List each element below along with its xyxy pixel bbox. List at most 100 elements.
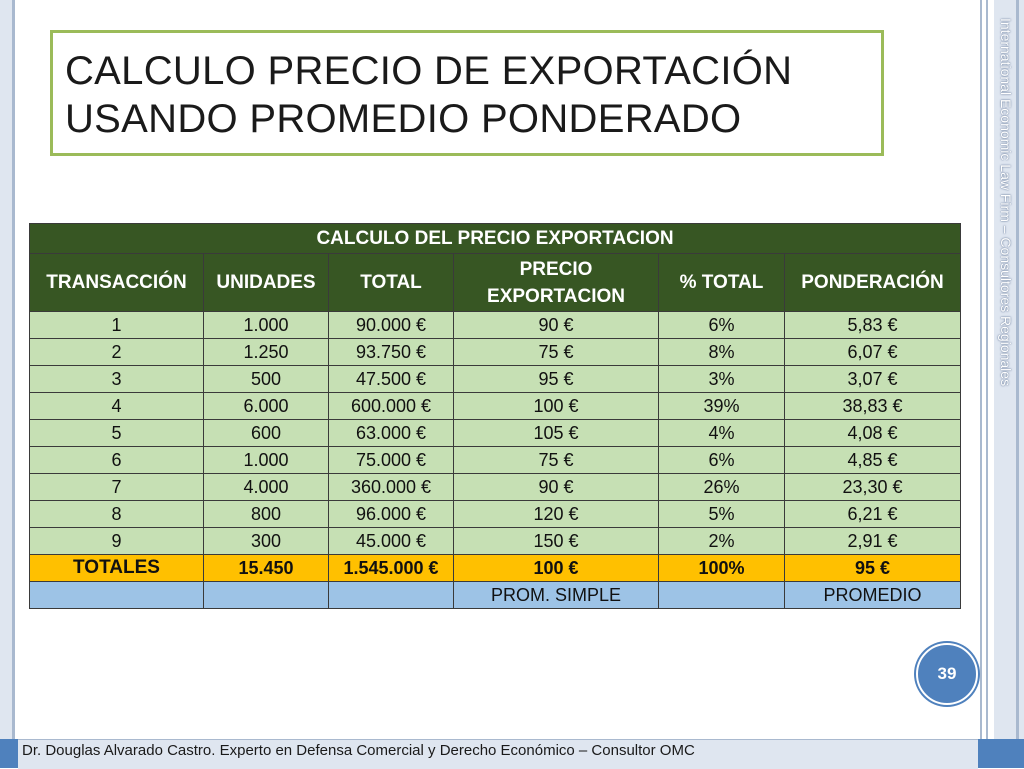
cell-precio: 95 € bbox=[453, 365, 659, 393]
cell-transaccion: 2 bbox=[29, 338, 204, 366]
left-decorative-rail bbox=[0, 0, 12, 768]
cell-unidades: 500 bbox=[203, 365, 329, 393]
cell-transaccion: 5 bbox=[29, 419, 204, 447]
cell-transaccion: 9 bbox=[29, 527, 204, 555]
col-header-transaccion: TRANSACCIÓN bbox=[29, 253, 204, 312]
totals-label: TOTALES bbox=[29, 554, 204, 582]
cell-precio: 75 € bbox=[453, 446, 659, 474]
cell-pct-total: 39% bbox=[658, 392, 785, 420]
promedio-label: PROMEDIO bbox=[783, 581, 962, 609]
totals-row: TOTALES 15.450 1.545.000 € 100 € 100% 95… bbox=[29, 554, 962, 582]
average-labels-row: PROM. SIMPLE PROMEDIO bbox=[29, 581, 962, 609]
cell-unidades: 1.000 bbox=[203, 446, 329, 474]
cell-total: 600.000 € bbox=[328, 392, 454, 420]
right-decorative-rail bbox=[994, 0, 1024, 768]
footer-bar bbox=[0, 739, 1024, 769]
cell-total: 93.750 € bbox=[328, 338, 454, 366]
cell-unidades: 800 bbox=[203, 500, 329, 528]
totals-ponderacion: 95 € bbox=[783, 554, 962, 582]
cell-total: 45.000 € bbox=[328, 527, 454, 555]
cell-ponderacion: 5,83 € bbox=[783, 311, 962, 339]
cell-pct-total: 4% bbox=[658, 419, 785, 447]
footer-author-text: Dr. Douglas Alvarado Castro. Experto en … bbox=[22, 742, 695, 759]
prom-simple-label: PROM. SIMPLE bbox=[453, 581, 659, 609]
table-caption: CALCULO DEL PRECIO EXPORTACION bbox=[28, 223, 962, 254]
table-row: 4 6.000 600.000 € 100 € 39% 38,83 € bbox=[29, 392, 962, 420]
page-number-badge: 39 bbox=[916, 643, 978, 705]
table-row: 5 600 63.000 € 105 € 4% 4,08 € bbox=[29, 419, 962, 447]
table-row: 2 1.250 93.750 € 75 € 8% 6,07 € bbox=[29, 338, 962, 366]
cell-ponderacion: 23,30 € bbox=[783, 473, 962, 501]
cell-transaccion: 1 bbox=[29, 311, 204, 339]
vertical-firm-name: International Economic Law Firm – Consul… bbox=[998, 18, 1014, 387]
cell-pct-total: 8% bbox=[658, 338, 785, 366]
col-header-precio-line1: PRECIO bbox=[519, 258, 593, 280]
right-rail-line bbox=[980, 0, 982, 768]
cell-unidades: 300 bbox=[203, 527, 329, 555]
cell-pct-total: 3% bbox=[658, 365, 785, 393]
cell-ponderacion: 38,83 € bbox=[783, 392, 962, 420]
cell-pct-total: 6% bbox=[658, 446, 785, 474]
totals-precio: 100 € bbox=[453, 554, 659, 582]
cell-pct-total: 2% bbox=[658, 527, 785, 555]
totals-pct-total: 100% bbox=[658, 554, 785, 582]
slide-title-line-1: CALCULO PRECIO DE EXPORTACIÓN bbox=[65, 49, 793, 93]
cell-transaccion: 3 bbox=[29, 365, 204, 393]
empty-cell bbox=[328, 581, 454, 609]
cell-ponderacion: 6,07 € bbox=[783, 338, 962, 366]
table-row: 3 500 47.500 € 95 € 3% 3,07 € bbox=[29, 365, 962, 393]
cell-precio: 150 € bbox=[453, 527, 659, 555]
cell-unidades: 6.000 bbox=[203, 392, 329, 420]
left-rail-line bbox=[12, 0, 15, 768]
table-row: 6 1.000 75.000 € 75 € 6% 4,85 € bbox=[29, 446, 962, 474]
col-header-precio-exportacion: PRECIO EXPORTACION bbox=[453, 253, 659, 312]
table-row: 1 1.000 90.000 € 90 € 6% 5,83 € bbox=[29, 311, 962, 339]
table-row: 8 800 96.000 € 120 € 5% 6,21 € bbox=[29, 500, 962, 528]
cell-ponderacion: 6,21 € bbox=[783, 500, 962, 528]
cell-unidades: 1.250 bbox=[203, 338, 329, 366]
cell-ponderacion: 3,07 € bbox=[783, 365, 962, 393]
cell-precio: 90 € bbox=[453, 311, 659, 339]
cell-precio: 105 € bbox=[453, 419, 659, 447]
cell-total: 360.000 € bbox=[328, 473, 454, 501]
cell-transaccion: 4 bbox=[29, 392, 204, 420]
col-header-precio-line2: EXPORTACION bbox=[487, 285, 625, 307]
right-rail-line bbox=[986, 0, 988, 768]
empty-cell bbox=[658, 581, 785, 609]
cell-transaccion: 6 bbox=[29, 446, 204, 474]
slide-title-box: CALCULO PRECIO DE EXPORTACIÓN USANDO PRO… bbox=[50, 30, 884, 156]
cell-total: 63.000 € bbox=[328, 419, 454, 447]
cell-precio: 100 € bbox=[453, 392, 659, 420]
totals-total: 1.545.000 € bbox=[328, 554, 454, 582]
cell-precio: 75 € bbox=[453, 338, 659, 366]
cell-total: 96.000 € bbox=[328, 500, 454, 528]
footer-bar-inner bbox=[18, 739, 978, 769]
cell-ponderacion: 4,08 € bbox=[783, 419, 962, 447]
totals-unidades: 15.450 bbox=[203, 554, 329, 582]
table-row: 7 4.000 360.000 € 90 € 26% 23,30 € bbox=[29, 473, 962, 501]
cell-pct-total: 26% bbox=[658, 473, 785, 501]
export-price-table: CALCULO DEL PRECIO EXPORTACION TRANSACCI… bbox=[28, 223, 962, 609]
cell-total: 75.000 € bbox=[328, 446, 454, 474]
col-header-ponderacion: PONDERACIÓN bbox=[783, 253, 962, 312]
col-header-total: TOTAL bbox=[328, 253, 454, 312]
cell-precio: 90 € bbox=[453, 473, 659, 501]
cell-ponderacion: 2,91 € bbox=[783, 527, 962, 555]
col-header-pct-total: % TOTAL bbox=[658, 253, 785, 312]
cell-unidades: 600 bbox=[203, 419, 329, 447]
cell-pct-total: 5% bbox=[658, 500, 785, 528]
cell-precio: 120 € bbox=[453, 500, 659, 528]
cell-total: 47.500 € bbox=[328, 365, 454, 393]
cell-total: 90.000 € bbox=[328, 311, 454, 339]
empty-cell bbox=[29, 581, 204, 609]
cell-transaccion: 7 bbox=[29, 473, 204, 501]
col-header-unidades: UNIDADES bbox=[203, 253, 329, 312]
table-row: 9 300 45.000 € 150 € 2% 2,91 € bbox=[29, 527, 962, 555]
cell-unidades: 1.000 bbox=[203, 311, 329, 339]
cell-pct-total: 6% bbox=[658, 311, 785, 339]
cell-unidades: 4.000 bbox=[203, 473, 329, 501]
cell-ponderacion: 4,85 € bbox=[783, 446, 962, 474]
empty-cell bbox=[203, 581, 329, 609]
right-rail-line bbox=[1016, 0, 1019, 768]
slide-title-line-2: USANDO PROMEDIO PONDERADO bbox=[65, 97, 742, 141]
